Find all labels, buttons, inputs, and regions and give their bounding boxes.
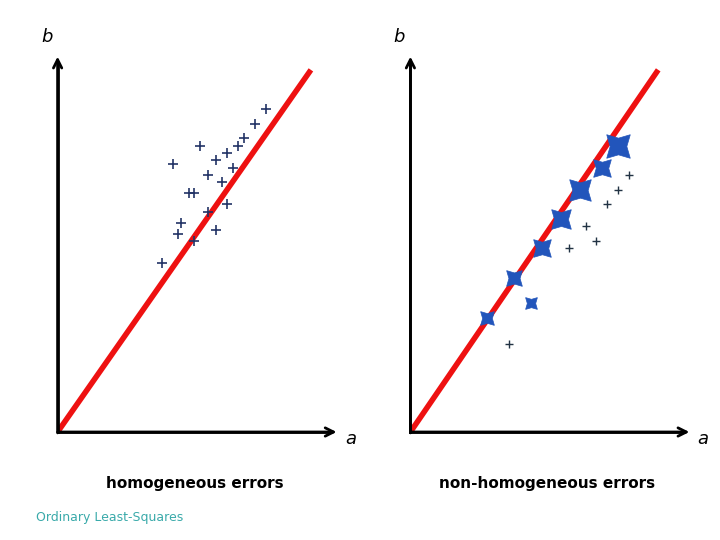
Text: Ordinary Least-Squares: Ordinary Least-Squares bbox=[36, 511, 184, 524]
Text: b: b bbox=[41, 29, 53, 46]
Text: non-homogeneous errors: non-homogeneous errors bbox=[439, 476, 655, 491]
Text: a: a bbox=[698, 430, 708, 448]
Text: b: b bbox=[394, 29, 405, 46]
Text: homogeneous errors: homogeneous errors bbox=[106, 476, 283, 491]
Text: a: a bbox=[345, 430, 356, 448]
